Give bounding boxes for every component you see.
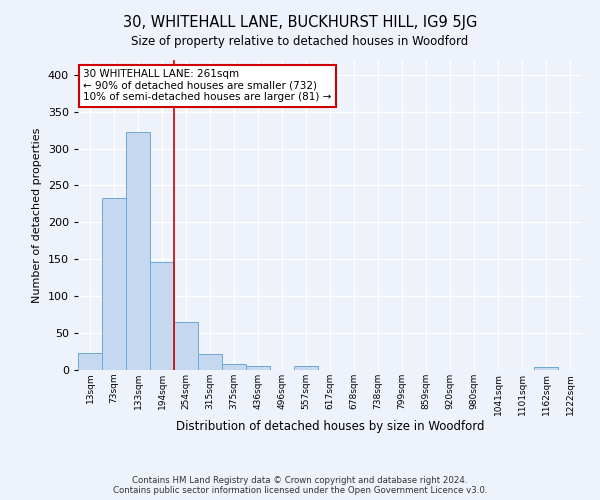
Text: 30 WHITEHALL LANE: 261sqm
← 90% of detached houses are smaller (732)
10% of semi: 30 WHITEHALL LANE: 261sqm ← 90% of detac… (83, 70, 331, 102)
Bar (222, 364, 246, 370)
Bar (150, 262, 174, 370)
Text: 30, WHITEHALL LANE, BUCKHURST HILL, IG9 5JG: 30, WHITEHALL LANE, BUCKHURST HILL, IG9 … (123, 15, 477, 30)
Bar (174, 322, 198, 370)
Bar (102, 198, 126, 370)
Bar (294, 366, 318, 370)
Bar (246, 366, 270, 370)
Bar (126, 132, 150, 370)
Text: Size of property relative to detached houses in Woodford: Size of property relative to detached ho… (131, 35, 469, 48)
Text: Contains HM Land Registry data © Crown copyright and database right 2024.
Contai: Contains HM Land Registry data © Crown c… (113, 476, 487, 495)
X-axis label: Distribution of detached houses by size in Woodford: Distribution of detached houses by size … (176, 420, 484, 434)
Bar (534, 367, 558, 370)
Y-axis label: Number of detached properties: Number of detached properties (32, 128, 42, 302)
Bar (78, 353, 102, 370)
Bar (198, 354, 222, 370)
